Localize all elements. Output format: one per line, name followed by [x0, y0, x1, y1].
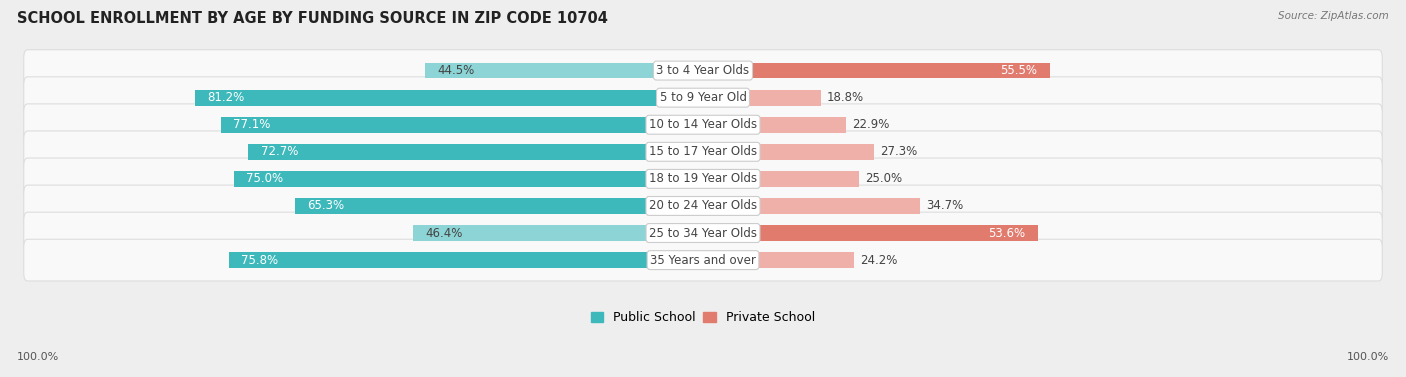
Bar [195, 90, 703, 106]
Text: 15 to 17 Year Olds: 15 to 17 Year Olds [650, 145, 756, 158]
FancyBboxPatch shape [24, 239, 1382, 281]
Bar [703, 63, 1050, 78]
Text: 10 to 14 Year Olds: 10 to 14 Year Olds [650, 118, 756, 131]
Bar [229, 252, 703, 268]
FancyBboxPatch shape [24, 158, 1382, 200]
Text: 75.0%: 75.0% [246, 172, 284, 185]
Text: 18.8%: 18.8% [827, 91, 863, 104]
Text: 25.0%: 25.0% [866, 172, 903, 185]
Legend: Public School, Private School: Public School, Private School [588, 309, 818, 327]
Text: 77.1%: 77.1% [233, 118, 271, 131]
Bar [703, 144, 873, 160]
FancyBboxPatch shape [24, 50, 1382, 92]
Bar [221, 117, 703, 133]
Text: 24.2%: 24.2% [860, 254, 898, 267]
Text: 5 to 9 Year Old: 5 to 9 Year Old [659, 91, 747, 104]
Text: 100.0%: 100.0% [17, 352, 59, 362]
Text: 72.7%: 72.7% [260, 145, 298, 158]
FancyBboxPatch shape [24, 212, 1382, 254]
FancyBboxPatch shape [24, 104, 1382, 146]
FancyBboxPatch shape [24, 185, 1382, 227]
Text: 100.0%: 100.0% [1347, 352, 1389, 362]
Bar [703, 252, 855, 268]
Text: 81.2%: 81.2% [208, 91, 245, 104]
Bar [233, 171, 703, 187]
Bar [249, 144, 703, 160]
Text: Source: ZipAtlas.com: Source: ZipAtlas.com [1278, 11, 1389, 21]
FancyBboxPatch shape [24, 77, 1382, 118]
Bar [413, 225, 703, 241]
Text: 55.5%: 55.5% [1001, 64, 1038, 77]
Text: SCHOOL ENROLLMENT BY AGE BY FUNDING SOURCE IN ZIP CODE 10704: SCHOOL ENROLLMENT BY AGE BY FUNDING SOUR… [17, 11, 607, 26]
Bar [295, 198, 703, 214]
Bar [703, 90, 821, 106]
Text: 44.5%: 44.5% [437, 64, 474, 77]
FancyBboxPatch shape [24, 131, 1382, 173]
Text: 18 to 19 Year Olds: 18 to 19 Year Olds [650, 172, 756, 185]
Text: 22.9%: 22.9% [852, 118, 890, 131]
Text: 20 to 24 Year Olds: 20 to 24 Year Olds [650, 199, 756, 213]
Bar [703, 117, 846, 133]
Bar [703, 171, 859, 187]
Bar [703, 198, 920, 214]
Text: 27.3%: 27.3% [880, 145, 917, 158]
Text: 35 Years and over: 35 Years and over [650, 254, 756, 267]
Text: 65.3%: 65.3% [307, 199, 344, 213]
Text: 46.4%: 46.4% [425, 227, 463, 239]
Bar [703, 225, 1038, 241]
Bar [425, 63, 703, 78]
Text: 3 to 4 Year Olds: 3 to 4 Year Olds [657, 64, 749, 77]
Text: 25 to 34 Year Olds: 25 to 34 Year Olds [650, 227, 756, 239]
Text: 34.7%: 34.7% [927, 199, 963, 213]
Text: 53.6%: 53.6% [988, 227, 1026, 239]
Text: 75.8%: 75.8% [242, 254, 278, 267]
